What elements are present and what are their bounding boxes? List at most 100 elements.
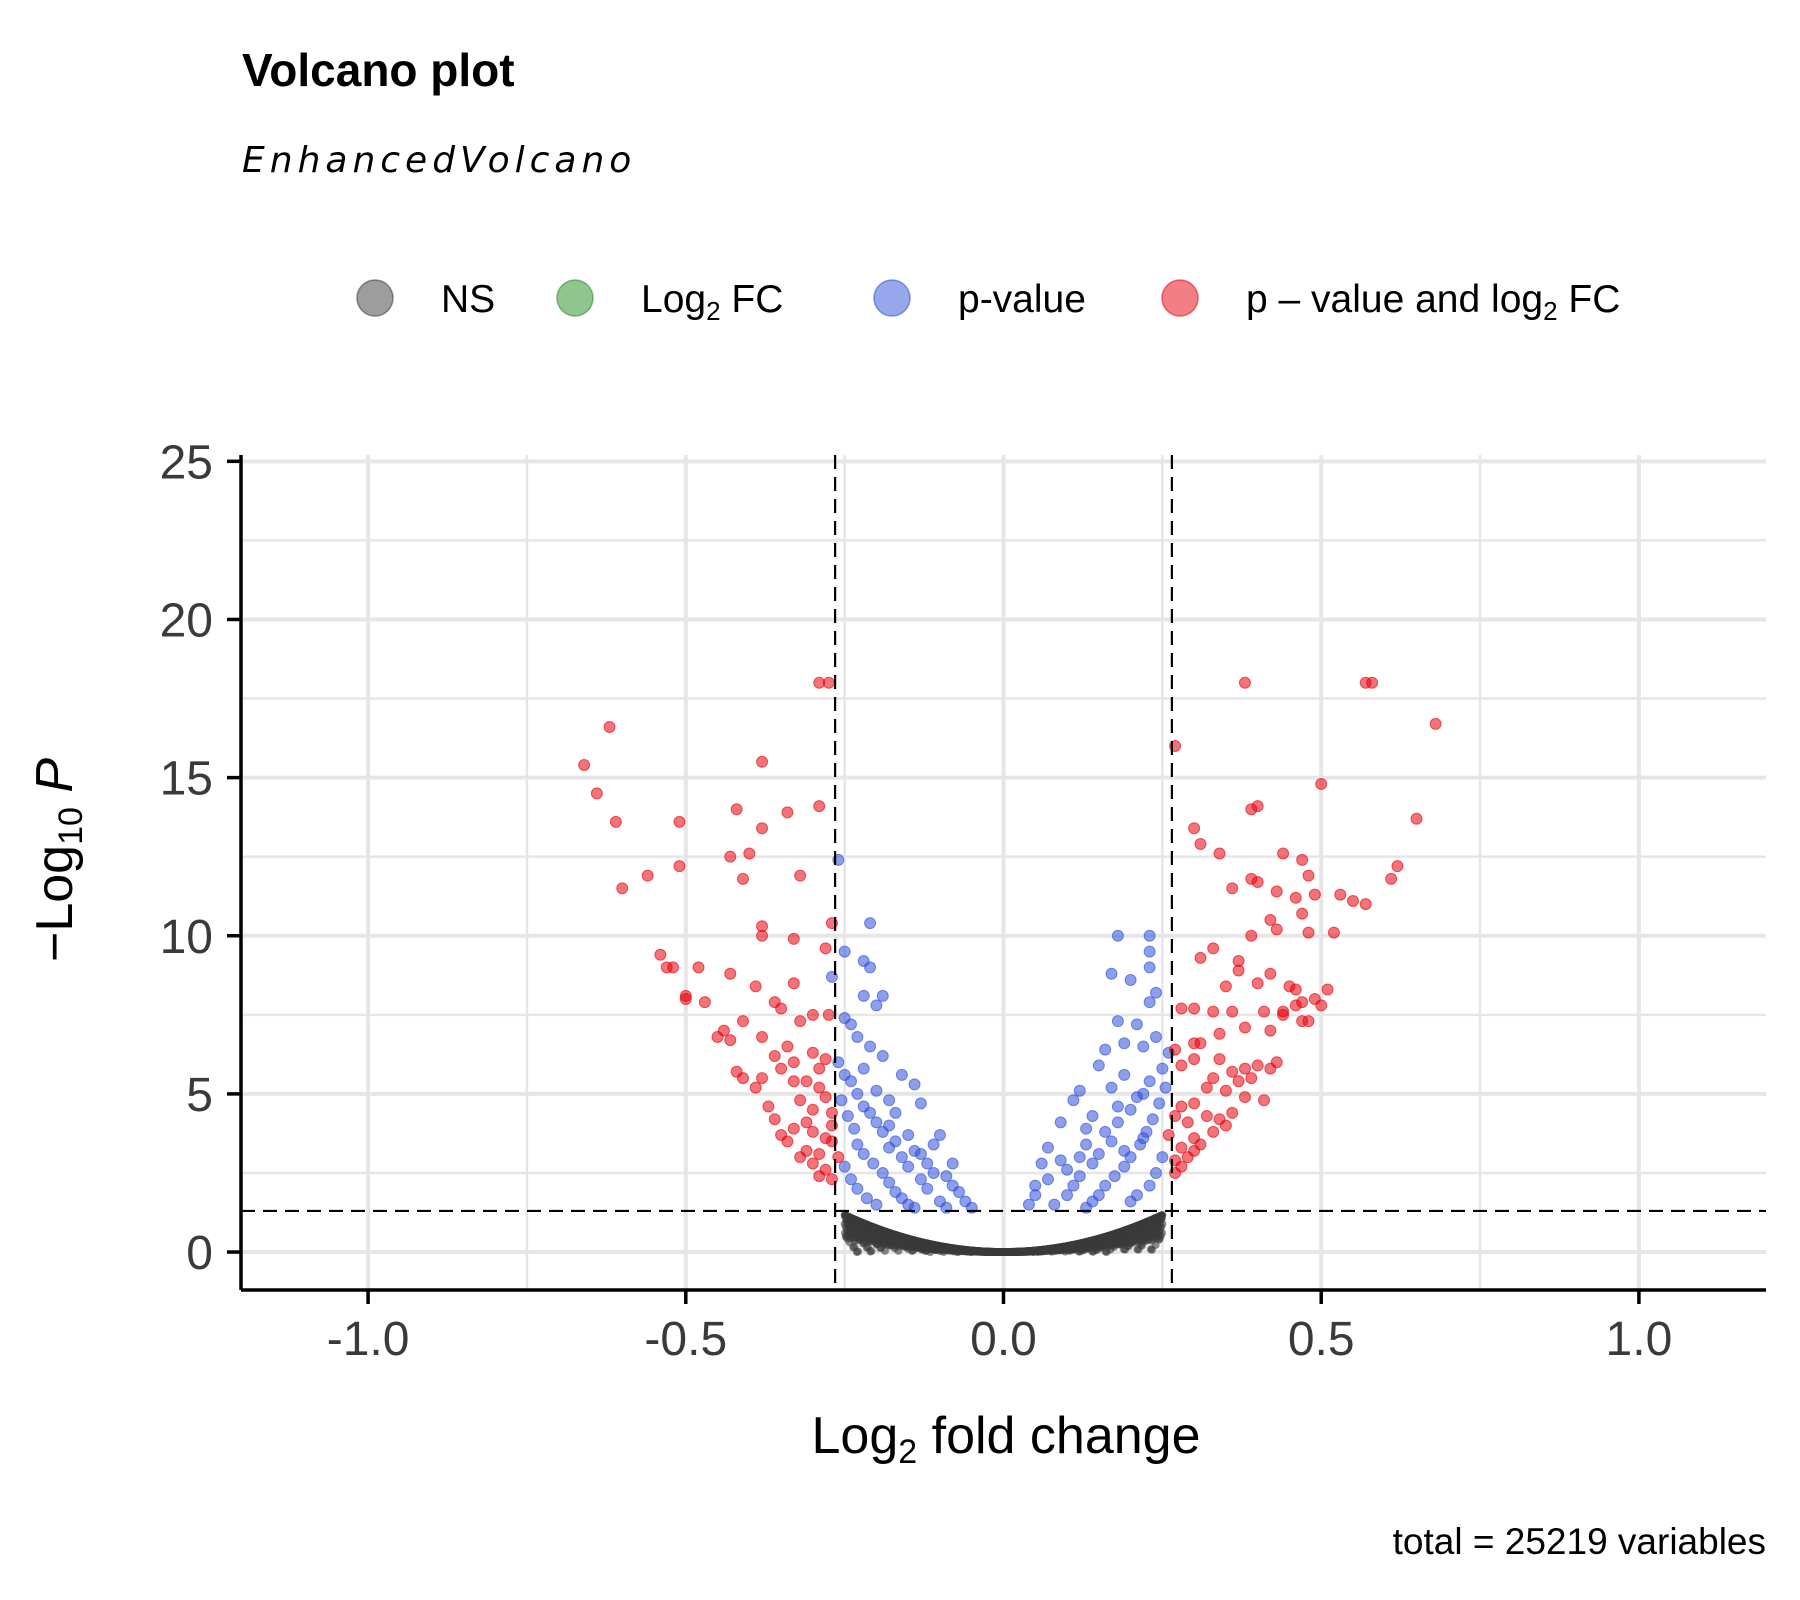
y-tick-label: 15 <box>160 753 213 806</box>
point-pvalue <box>851 1087 864 1100</box>
point-pvalue <box>1111 1015 1124 1028</box>
point-pvalue <box>1150 1030 1162 1043</box>
point-sig <box>1258 1094 1271 1107</box>
point-sig <box>1429 717 1442 730</box>
point-sig <box>768 1049 781 1062</box>
point-pvalue <box>1156 1151 1169 1164</box>
point-pvalue <box>1099 1125 1112 1138</box>
x-tick-label: 1.0 <box>1606 1313 1673 1366</box>
point-pvalue <box>1156 1062 1169 1075</box>
point-sig <box>1226 882 1239 895</box>
legend-swatch-p <box>873 279 911 317</box>
point-pvalue <box>1086 1157 1099 1170</box>
point-sig <box>749 1081 762 1094</box>
x-tick-label: -0.5 <box>644 1313 727 1366</box>
point-sig <box>673 815 686 828</box>
point-pvalue <box>876 1166 889 1179</box>
point-pvalue <box>908 1078 921 1091</box>
point-sig <box>1302 1015 1315 1028</box>
point-pvalue <box>851 1182 864 1195</box>
point-sig <box>1188 1053 1201 1066</box>
point-pvalue <box>1092 1147 1105 1160</box>
point-pvalue <box>838 1160 851 1173</box>
point-pvalue <box>895 1151 908 1164</box>
point-sig <box>1258 1005 1271 1018</box>
point-ns <box>1046 1246 1055 1255</box>
point-ns <box>1089 1247 1098 1256</box>
point-pvalue <box>927 1138 940 1151</box>
point-pvalue <box>1054 1116 1067 1129</box>
point-sig <box>1200 1110 1213 1123</box>
y-tick-label: 5 <box>186 1069 213 1122</box>
point-pvalue <box>921 1157 934 1170</box>
legend-label-pfc: p – value and log2 FC <box>1246 278 1620 326</box>
point-pvalue <box>1146 1113 1159 1126</box>
point-sig <box>1270 923 1283 936</box>
point-sig <box>1289 999 1302 1012</box>
y-tick-label: 20 <box>160 594 213 647</box>
point-pvalue <box>851 1030 864 1043</box>
point-pvalue <box>1054 1154 1067 1167</box>
point-sig <box>1175 1100 1188 1113</box>
point-sig <box>1232 964 1245 977</box>
point-sig <box>1251 977 1264 990</box>
point-pvalue <box>1022 1198 1035 1211</box>
point-pvalue <box>1041 1141 1054 1154</box>
point-sig <box>724 850 737 863</box>
point-sig <box>768 1113 781 1126</box>
caption: total = 25219 variables <box>1393 1521 1766 1562</box>
point-sig <box>794 1015 807 1028</box>
point-sig <box>1226 1005 1239 1018</box>
point-sig <box>1219 1119 1232 1132</box>
point-sig <box>730 803 743 816</box>
point-ns <box>1020 1247 1029 1256</box>
point-ns <box>1147 1245 1156 1254</box>
point-pvalue <box>1118 1160 1131 1173</box>
point-sig <box>822 1008 835 1021</box>
point-pvalue <box>1124 1103 1137 1116</box>
point-sig <box>1270 1056 1283 1069</box>
point-sig <box>794 1094 807 1107</box>
point-sig <box>1207 1072 1220 1085</box>
point-ns <box>885 1241 894 1250</box>
point-sig <box>1188 822 1201 835</box>
y-tick-label: 10 <box>160 911 213 964</box>
point-pvalue <box>1124 1195 1137 1208</box>
point-ns <box>1134 1245 1143 1254</box>
point-pvalue <box>857 1062 870 1075</box>
grid <box>241 455 1766 1290</box>
point-pvalue <box>1067 1179 1080 1192</box>
point-pvalue <box>1118 1068 1131 1081</box>
point-sig <box>692 961 705 974</box>
point-pvalue <box>1111 929 1124 942</box>
point-ns <box>856 1222 865 1231</box>
point-pvalue <box>1092 1059 1105 1072</box>
point-pvalue <box>927 1166 940 1179</box>
point-ns <box>846 1224 855 1233</box>
point-sig <box>806 1157 819 1170</box>
point-pvalue <box>864 1040 877 1053</box>
point-sig <box>1346 894 1359 907</box>
point-pvalue <box>1035 1157 1048 1170</box>
point-pvalue <box>867 1157 880 1170</box>
point-sig <box>749 980 762 993</box>
point-sig <box>787 1122 800 1135</box>
point-sig <box>1391 860 1404 873</box>
point-ns <box>905 1239 914 1248</box>
point-pvalue <box>1099 1179 1112 1192</box>
point-sig <box>1245 929 1258 942</box>
point-ns <box>1001 1248 1010 1257</box>
legend-label-p: p-value <box>958 278 1086 321</box>
point-sig <box>1194 951 1207 964</box>
point-pvalue <box>1150 1166 1162 1179</box>
point-pvalue <box>914 1097 927 1110</box>
point-pvalue <box>1073 1151 1086 1164</box>
point-sig <box>1366 676 1379 689</box>
point-pvalue <box>1111 1100 1124 1113</box>
point-ns <box>894 1246 903 1255</box>
point-sig <box>1207 1125 1220 1138</box>
point-sig <box>1308 888 1321 901</box>
point-ns <box>1121 1245 1130 1254</box>
point-sig <box>1207 1005 1220 1018</box>
point-pvalue <box>1061 1189 1074 1202</box>
